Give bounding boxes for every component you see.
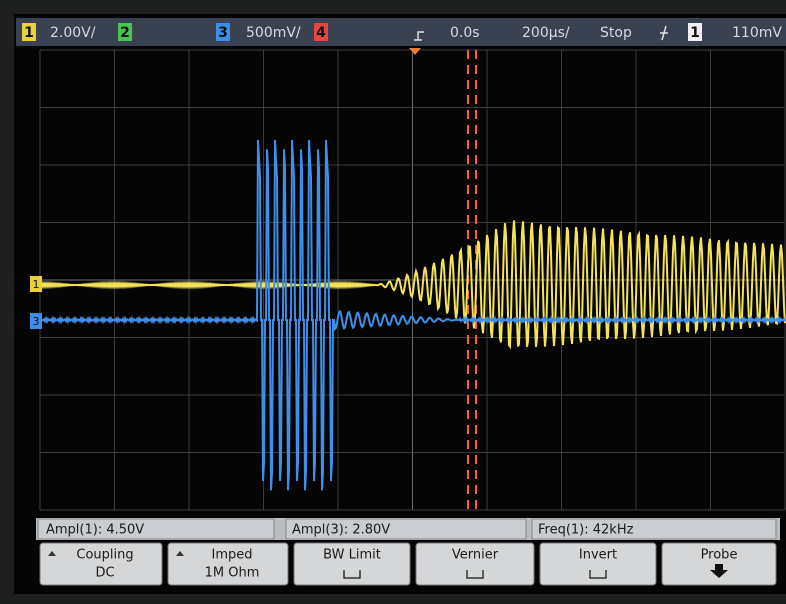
softkey-label: Imped <box>212 548 253 563</box>
ch3-scale: 500mV/ <box>246 25 301 41</box>
trace-1-label: 1 <box>33 278 40 291</box>
trigger-level: 110mV <box>732 25 782 41</box>
run-state: Stop <box>600 25 632 41</box>
softkey-value: 1M Ohm <box>205 566 260 581</box>
measurement: Ampl(3): 2.80V <box>292 523 390 538</box>
time-scale: 200µs/ <box>522 25 570 41</box>
ch2-label: 2 <box>120 25 130 41</box>
softkey-label: Probe <box>701 548 738 563</box>
measurement: Freq(1): 42kHz <box>538 523 634 538</box>
softkey-label: Invert <box>579 548 617 563</box>
time-offset: 0.0s <box>450 25 480 41</box>
ch1-scale: 2.00V/ <box>50 25 96 41</box>
softkey-row: Coupling DC Imped 1M Ohm BW Limit Vernier Inve… <box>40 543 776 585</box>
page: {"status_bar": {"ch1_label": "1", "ch1_s… <box>0 0 786 600</box>
trigger-source: 1 <box>690 25 700 41</box>
screen <box>14 14 786 594</box>
oscilloscope-screen: 1 2.00V/ 2 3 500mV/ 4 0.0s 200µs/ Stop 1… <box>0 0 786 600</box>
softkey-value: DC <box>95 566 114 581</box>
measurement: Ampl(1): 4.50V <box>46 523 144 538</box>
ch3-label: 3 <box>218 25 228 41</box>
softkey-label: Coupling <box>76 548 133 563</box>
softkey-label: Vernier <box>452 548 499 563</box>
softkey-label: BW Limit <box>323 548 381 563</box>
trace-3-label: 3 <box>33 315 40 328</box>
ch4-label: 4 <box>316 25 326 41</box>
ch1-label: 1 <box>24 25 34 41</box>
